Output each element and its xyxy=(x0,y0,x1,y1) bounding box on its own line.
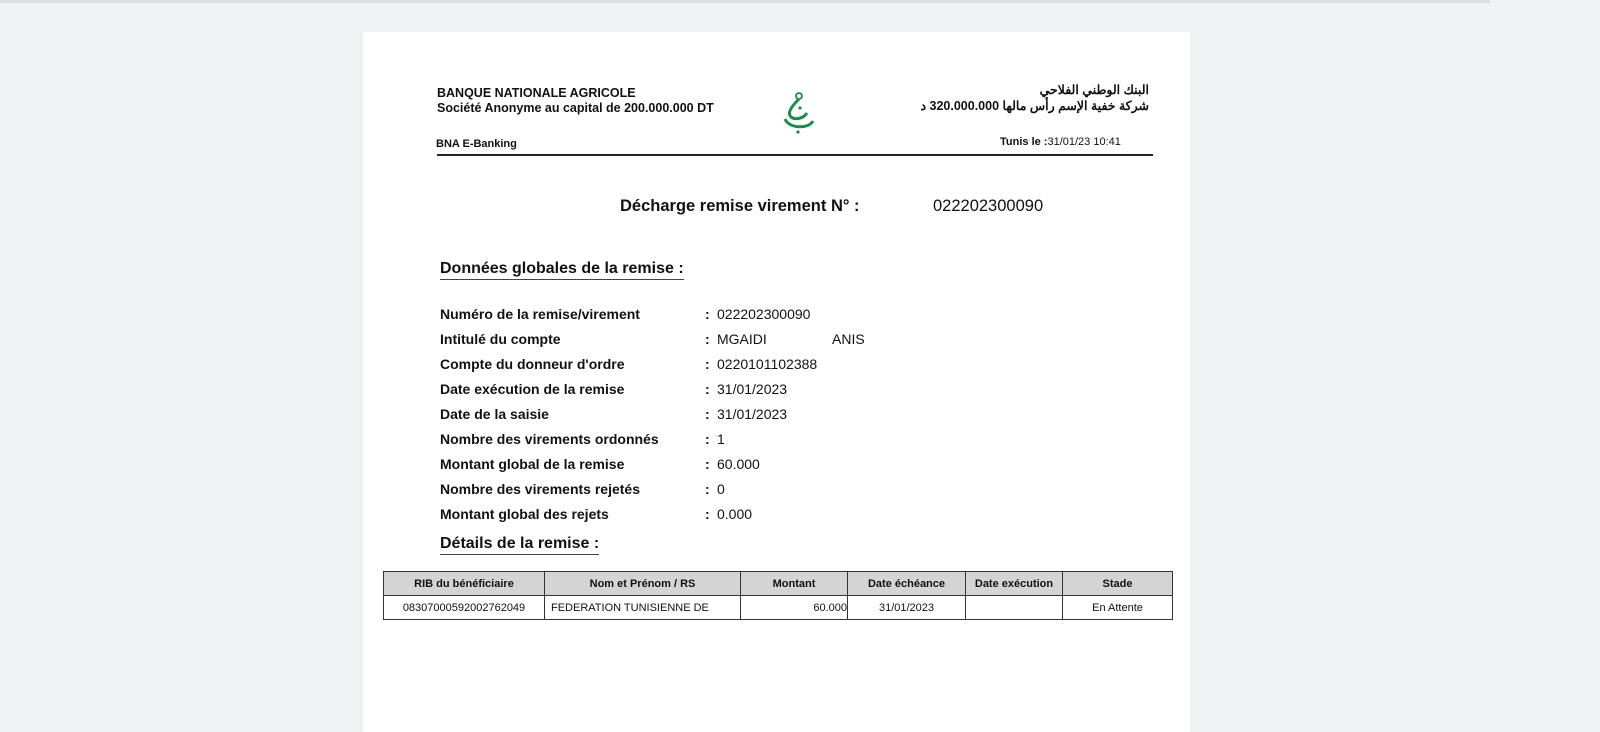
details-heading: Détails de la remise : xyxy=(440,535,600,555)
place-label: Tunis le : xyxy=(1000,136,1048,148)
field-label: Nombre des virements rejetés xyxy=(440,481,640,497)
col-date-execution: Date exécution xyxy=(965,571,1063,596)
cell-stade: En Attente xyxy=(1062,595,1173,620)
field-label: Date de la saisie xyxy=(440,406,549,422)
bank-capital: Société Anonyme au capital de 200.000.00… xyxy=(437,101,714,115)
header-rule xyxy=(437,154,1153,156)
col-montant: Montant xyxy=(740,571,848,596)
field-colon: : xyxy=(705,381,710,397)
col-stade: Stade xyxy=(1062,571,1173,596)
field-colon: : xyxy=(705,406,710,422)
cell-montant: 60.000 xyxy=(740,595,848,620)
field-value: 31/01/2023 xyxy=(717,381,788,397)
field-colon: : xyxy=(705,481,710,497)
bank-name-arabic: البنك الوطني الفلاحي xyxy=(1039,83,1149,97)
field-value: 0220101102388 xyxy=(717,356,818,372)
field-colon: : xyxy=(705,431,710,447)
field-value: 1 xyxy=(717,431,725,447)
cell-rib: 08307000592002762049 xyxy=(383,595,545,620)
table-row: 08307000592002762049 FEDERATION TUNISIEN… xyxy=(383,595,1173,620)
remise-number: 022202300090 xyxy=(933,197,1044,215)
field-label: Date exécution de la remise xyxy=(440,381,625,397)
col-nom: Nom et Prénom / RS xyxy=(544,571,741,596)
field-label: Numéro de la remise/virement xyxy=(440,306,640,322)
bna-logo-icon xyxy=(783,92,815,134)
bank-name: BANQUE NATIONALE AGRICOLE xyxy=(437,86,636,100)
col-rib: RIB du bénéficiaire xyxy=(383,571,545,596)
col-date-echeance: Date échéance xyxy=(847,571,966,596)
field-value: 022202300090 xyxy=(717,306,811,322)
field-colon: : xyxy=(705,506,710,522)
service-name: BNA E-Banking xyxy=(436,138,517,150)
top-bar xyxy=(0,0,1490,3)
cell-nom: FEDERATION TUNISIENNE DE xyxy=(544,595,741,620)
field-value: 31/01/2023 xyxy=(717,406,788,422)
field-value: 60.000 xyxy=(717,456,760,472)
field-value: 0.000 xyxy=(717,506,753,522)
cell-date-execution xyxy=(965,595,1063,620)
bank-capital-arabic: شركة خفية الإسم رأس مالها 320.000.000 د xyxy=(920,99,1149,113)
table-header-row: RIB du bénéficiaire Nom et Prénom / RS M… xyxy=(383,571,1173,596)
datetime: 31/01/23 10:41 xyxy=(1047,136,1121,148)
print-date: Tunis le :31/01/23 10:41 xyxy=(1000,136,1121,148)
field-colon: : xyxy=(705,356,710,372)
field-value-secondary: ANIS xyxy=(832,331,865,347)
field-value: 0 xyxy=(717,481,725,497)
document-title: Décharge remise virement N° : xyxy=(620,197,860,215)
field-label: Compte du donneur d'ordre xyxy=(440,356,625,372)
field-value: MGAIDI xyxy=(717,331,767,347)
global-heading: Données globales de la remise : xyxy=(440,260,684,280)
field-label: Nombre des virements ordonnés xyxy=(440,431,659,447)
details-table: RIB du bénéficiaire Nom et Prénom / RS M… xyxy=(383,571,1173,620)
field-label: Montant global des rejets xyxy=(440,506,609,522)
field-label: Montant global de la remise xyxy=(440,456,625,472)
field-colon: : xyxy=(705,456,710,472)
cell-date-echeance: 31/01/2023 xyxy=(847,595,966,620)
field-colon: : xyxy=(705,306,710,322)
field-label: Intitulé du compte xyxy=(440,331,561,347)
field-colon: : xyxy=(705,331,710,347)
